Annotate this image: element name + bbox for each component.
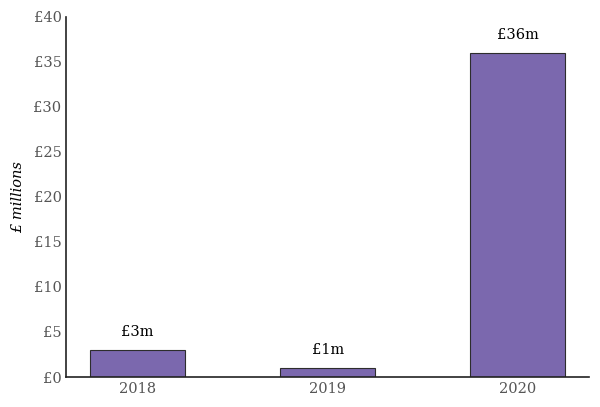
Text: £36m: £36m <box>497 28 539 42</box>
Text: £1m: £1m <box>311 343 344 357</box>
Bar <box>280 368 375 377</box>
Y-axis label: £ millions: £ millions <box>11 161 25 233</box>
Bar <box>470 53 565 377</box>
Bar <box>90 350 185 377</box>
Text: £3m: £3m <box>121 325 154 339</box>
